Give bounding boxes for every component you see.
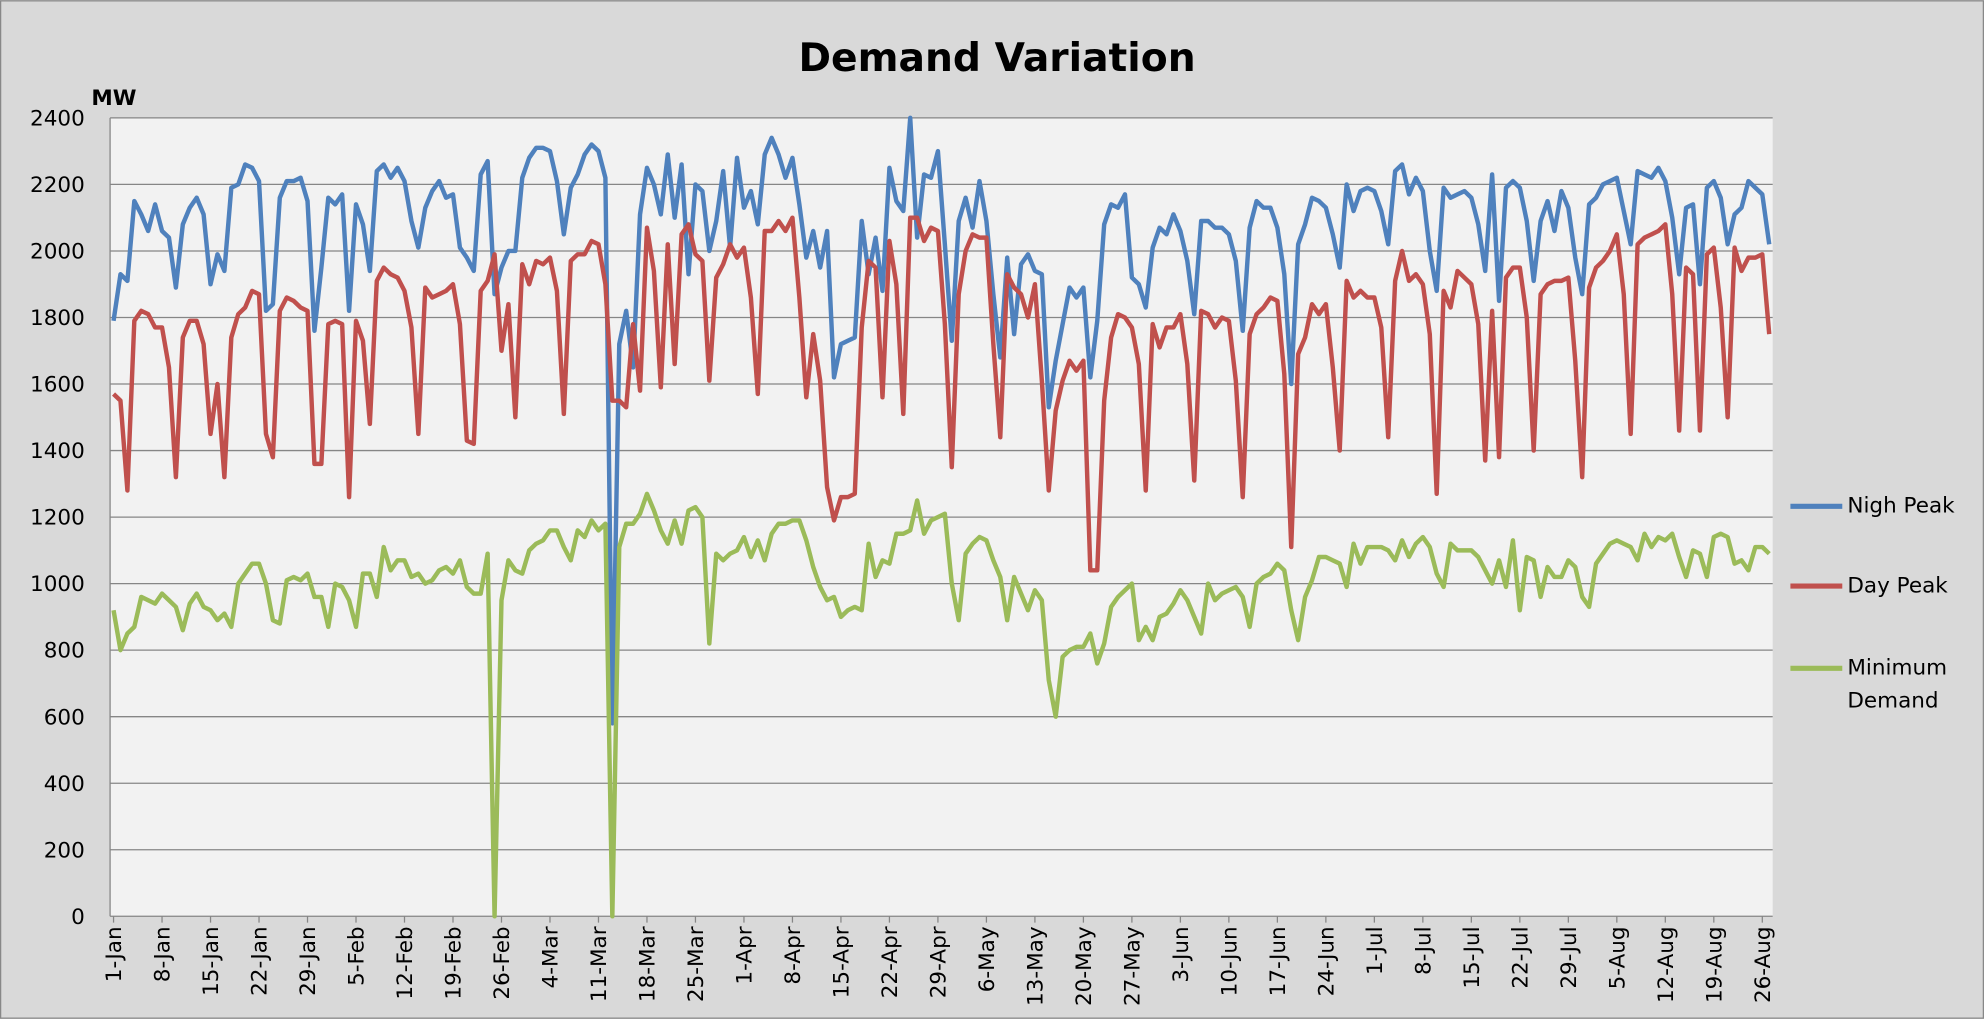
series-line bbox=[111, 491, 1771, 919]
x-tick-label: 12-Feb bbox=[393, 926, 418, 999]
x-tick-label: 19-Aug bbox=[1702, 926, 1727, 1003]
y-tick-label: 2400 bbox=[30, 106, 85, 131]
x-tick-label: 15-Jul bbox=[1460, 926, 1485, 988]
x-tick-label: 1-Jul bbox=[1363, 926, 1388, 975]
chart-title: Demand Variation bbox=[799, 36, 1196, 81]
x-tick-label: 22-Jul bbox=[1508, 926, 1533, 988]
x-tick-label: 29-Apr bbox=[927, 926, 952, 998]
y-tick-label: 200 bbox=[44, 838, 85, 863]
x-tick-label: 22-Jan bbox=[248, 926, 273, 995]
x-tick-label: 29-Jul bbox=[1557, 926, 1582, 988]
x-tick-label: 24-Jun bbox=[1314, 926, 1339, 996]
x-tick-label: 8-Apr bbox=[781, 926, 806, 984]
legend-label: Nigh Peak bbox=[1847, 493, 1955, 519]
y-tick-label: 2200 bbox=[30, 173, 85, 198]
x-tick-label: 1-Jan bbox=[102, 926, 127, 982]
x-tick-label: 8-Jul bbox=[1411, 926, 1436, 975]
x-tick-label: 29-Jan bbox=[296, 926, 321, 995]
x-tick-label: 5-Feb bbox=[345, 926, 370, 986]
y-tick-label: 800 bbox=[44, 639, 85, 664]
x-tick-label: 26-Feb bbox=[490, 926, 515, 999]
y-tick-label: 400 bbox=[44, 772, 85, 797]
legend-entry: Nigh Peak bbox=[1847, 493, 1955, 519]
x-tick-label: 12-Aug bbox=[1654, 926, 1679, 1003]
x-tick-label: 26-Aug bbox=[1751, 926, 1776, 1003]
y-tick-label: 1400 bbox=[30, 439, 85, 464]
x-tick-label: 22-Apr bbox=[878, 926, 903, 998]
x-tick-label: 25-Mar bbox=[684, 926, 709, 1002]
x-tick-label: 17-Jun bbox=[1266, 926, 1291, 996]
legend-entry: Minimum Demand bbox=[1847, 655, 1948, 714]
x-tick-label: 13-May bbox=[1024, 926, 1049, 1006]
x-tick-label: 27-May bbox=[1120, 926, 1145, 1006]
x-tick-label: 15-Apr bbox=[830, 926, 855, 998]
x-tick-label: 3-Jun bbox=[1169, 926, 1194, 982]
series-line bbox=[112, 215, 1772, 573]
x-tick-label: 5-Aug bbox=[1605, 926, 1630, 989]
y-tick-label: 1200 bbox=[30, 506, 85, 531]
x-tick-label: 20-May bbox=[1072, 926, 1097, 1006]
y-tick-label: 600 bbox=[44, 705, 85, 730]
x-tick-label: 6-May bbox=[975, 926, 1000, 992]
legend-label: Day Peak bbox=[1847, 573, 1948, 599]
x-tick-label: 19-Feb bbox=[442, 926, 467, 999]
x-tick-label: 10-Jun bbox=[1217, 926, 1242, 996]
legend-label: Minimum Demand bbox=[1847, 655, 1948, 714]
x-tick-label: 11-Mar bbox=[587, 926, 612, 1002]
y-tick-label: 1000 bbox=[30, 572, 85, 597]
y-tick-label: 2000 bbox=[30, 240, 85, 265]
x-tick-label: 8-Jan bbox=[151, 926, 176, 982]
x-tick-label: 18-Mar bbox=[636, 926, 661, 1002]
y-axis-label: MW bbox=[91, 86, 136, 111]
legend-entry: Day Peak bbox=[1847, 573, 1948, 599]
y-tick-label: 1600 bbox=[30, 373, 85, 398]
x-tick-label: 4-Mar bbox=[539, 926, 564, 988]
x-tick-label: 15-Jan bbox=[199, 926, 224, 995]
y-tick-label: 1800 bbox=[30, 306, 85, 331]
y-tick-label: 0 bbox=[71, 905, 85, 930]
series-line bbox=[111, 115, 1772, 726]
x-tick-label: 1-Apr bbox=[733, 926, 758, 984]
